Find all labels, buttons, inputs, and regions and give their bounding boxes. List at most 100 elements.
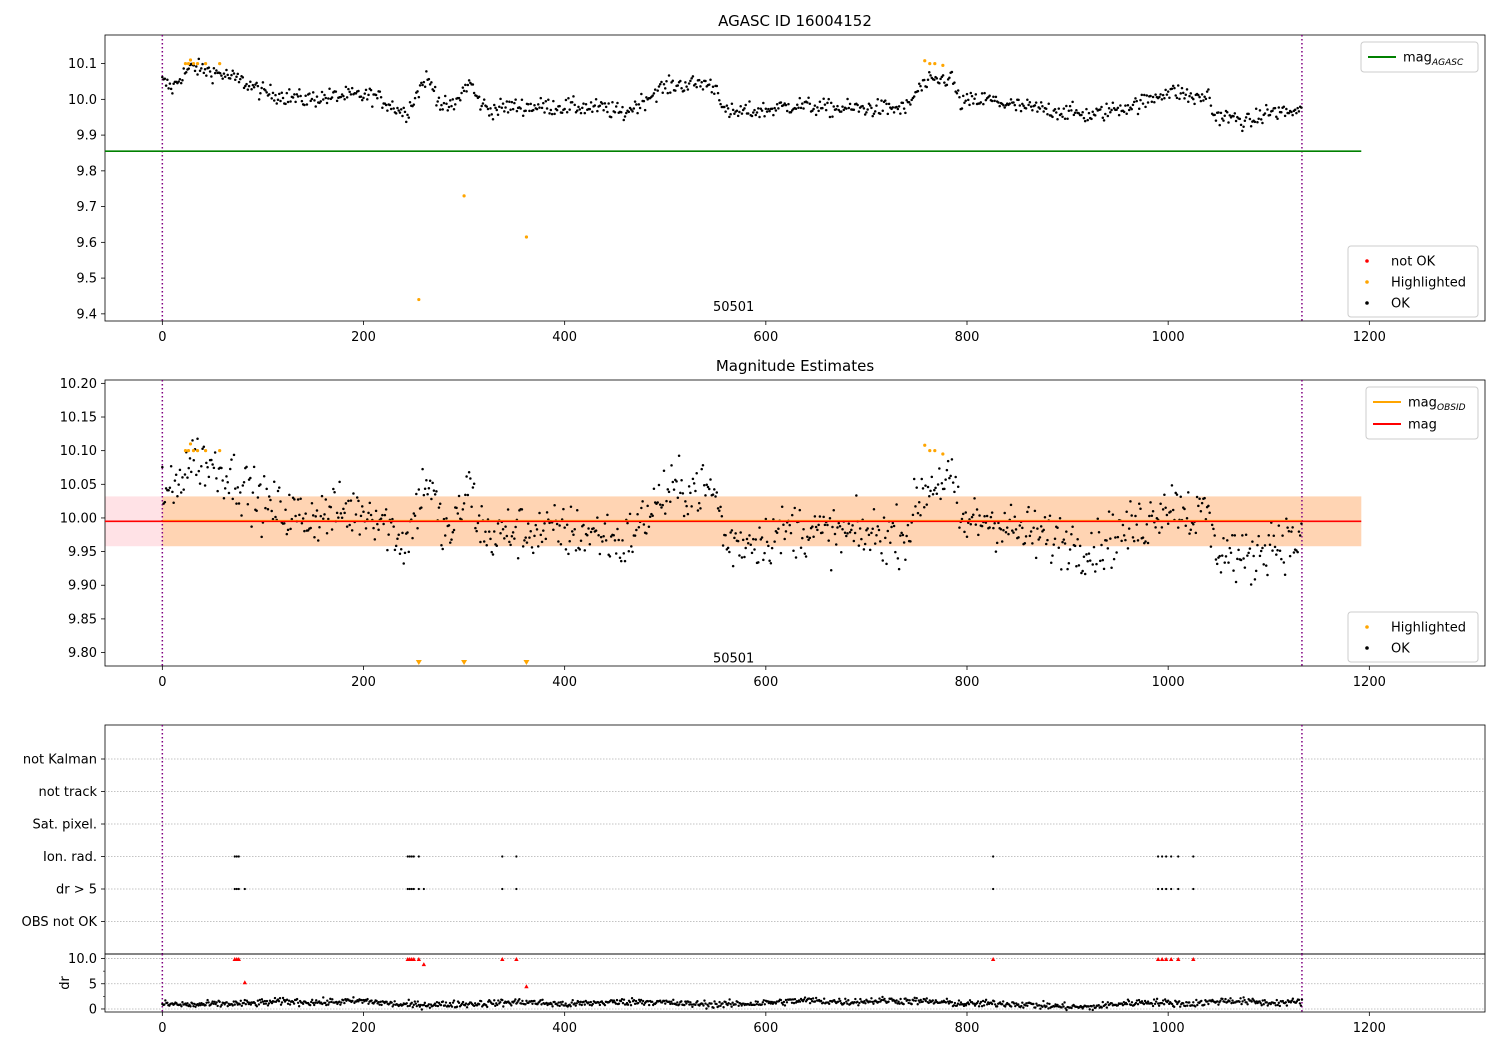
- ok-point: [1066, 117, 1069, 121]
- ok-point: [1280, 557, 1283, 561]
- ok-point: [777, 527, 780, 530]
- ok-point: [575, 109, 579, 112]
- ok-point: [976, 1000, 980, 1003]
- ok-point: [1160, 1001, 1164, 1005]
- ok-point: [1021, 1001, 1024, 1004]
- ok-point: [990, 99, 994, 103]
- ok-point: [330, 96, 334, 99]
- ok-point: [1299, 1004, 1303, 1007]
- ok-point: [1231, 999, 1234, 1002]
- x-tick-label: 200: [351, 1021, 376, 1036]
- ok-point: [358, 533, 361, 536]
- ok-point: [1155, 997, 1159, 1001]
- ok-point: [1249, 124, 1253, 128]
- ok-point: [758, 115, 761, 119]
- ok-point: [670, 1000, 673, 1003]
- ok-point: [647, 1003, 651, 1007]
- ok-point: [1239, 558, 1243, 562]
- ok-point: [1267, 533, 1270, 537]
- ok-point: [392, 1003, 395, 1006]
- ok-point: [661, 503, 664, 507]
- ok-point: [344, 502, 348, 505]
- ok-point: [267, 495, 271, 498]
- ok-point: [985, 1003, 989, 1006]
- ok-point: [882, 516, 886, 519]
- ok-point: [1013, 103, 1017, 107]
- ok-point: [606, 110, 609, 114]
- ok-point: [676, 496, 680, 500]
- ok-point: [398, 552, 402, 556]
- ok-point: [194, 1005, 197, 1008]
- ok-point: [505, 534, 509, 538]
- ok-point: [1007, 532, 1010, 536]
- ok-point: [412, 103, 416, 106]
- ok-point: [1226, 111, 1229, 114]
- ok-point: [168, 486, 172, 489]
- ok-point: [635, 528, 638, 532]
- ok-point: [207, 66, 211, 69]
- ok-point: [596, 516, 599, 519]
- ok-point: [1039, 1007, 1042, 1010]
- ok-point: [993, 521, 996, 525]
- ok-point: [730, 102, 734, 105]
- ok-point: [865, 111, 868, 114]
- ok-point: [587, 527, 590, 530]
- ok-point: [495, 544, 499, 547]
- ok-point: [839, 999, 842, 1003]
- ok-point: [872, 112, 876, 115]
- y-tick-label: 9.5: [76, 272, 97, 287]
- ok-point: [1029, 530, 1033, 533]
- ok-point: [1185, 88, 1189, 91]
- ok-point: [163, 500, 167, 504]
- ok-point: [218, 71, 222, 75]
- ok-point: [775, 103, 779, 106]
- ok-point: [314, 1001, 317, 1004]
- ok-point: [666, 488, 670, 491]
- ok-point: [324, 1001, 327, 1005]
- flag-point: [235, 887, 238, 891]
- ok-point: [1129, 500, 1132, 503]
- ok-point: [1065, 530, 1068, 533]
- ok-point: [650, 1000, 654, 1004]
- ok-point: [851, 524, 854, 527]
- ok-point: [567, 97, 570, 100]
- ok-point: [623, 559, 627, 563]
- ok-point: [1126, 103, 1130, 107]
- ok-point: [164, 999, 167, 1002]
- ok-point: [906, 523, 910, 527]
- ok-point: [658, 83, 662, 86]
- ok-point: [1025, 1002, 1028, 1005]
- ok-point: [179, 491, 183, 494]
- ok-point: [972, 1002, 976, 1005]
- ok-point: [231, 69, 234, 73]
- ok-point: [422, 1003, 426, 1007]
- ok-point: [260, 535, 263, 539]
- ok-point: [885, 562, 888, 566]
- ok-point: [535, 107, 539, 111]
- ok-point: [1153, 100, 1156, 104]
- ok-point: [740, 556, 744, 559]
- ok-point: [699, 507, 702, 510]
- ok-point: [864, 1002, 867, 1005]
- ok-point: [807, 997, 811, 1000]
- ok-point: [620, 998, 624, 1001]
- ok-point: [451, 531, 455, 534]
- ok-point: [574, 549, 578, 552]
- flag-point: [501, 855, 504, 858]
- ok-point: [1021, 526, 1024, 530]
- ok-point: [713, 488, 716, 491]
- ok-point: [455, 506, 458, 510]
- ok-point: [1230, 1001, 1233, 1005]
- ok-point: [885, 102, 888, 106]
- ok-point: [215, 1001, 218, 1004]
- ok-point: [1149, 501, 1152, 504]
- ok-point: [866, 108, 869, 111]
- ok-point: [385, 1000, 388, 1004]
- ok-point: [1090, 117, 1093, 121]
- ok-point: [877, 528, 881, 532]
- ok-point: [1236, 557, 1239, 561]
- ok-point: [413, 1000, 416, 1003]
- ok-point: [550, 112, 554, 116]
- ok-point: [1135, 99, 1138, 103]
- ok-point: [369, 513, 373, 517]
